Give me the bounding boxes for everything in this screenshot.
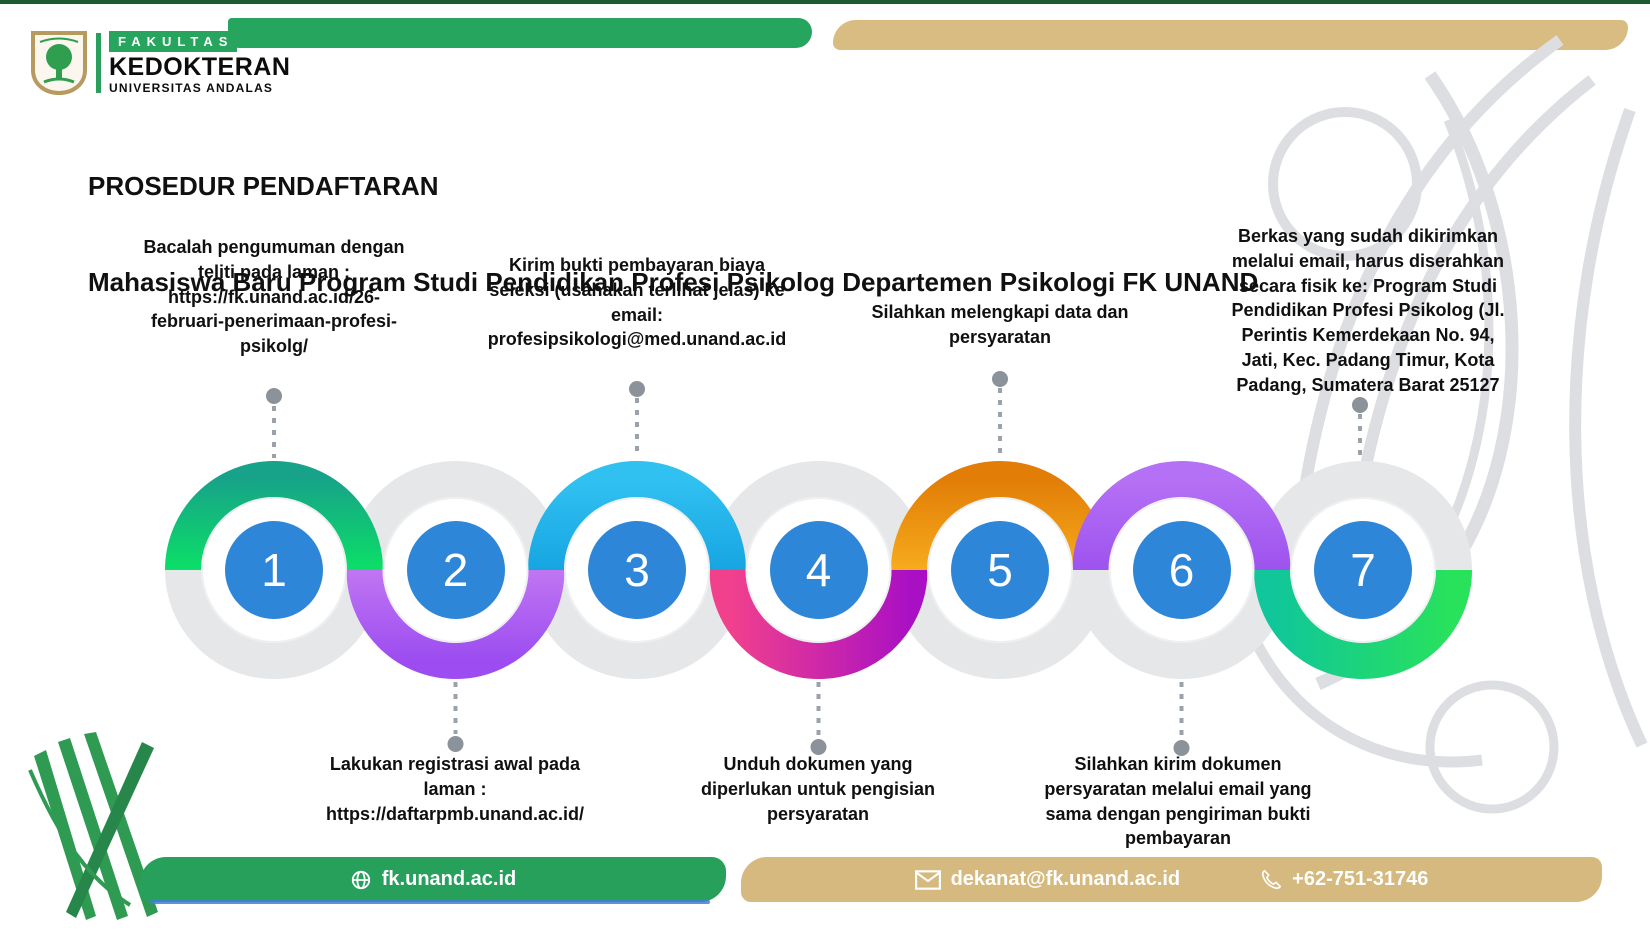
step-6-number-badge: 6 (1132, 521, 1231, 619)
footer-blue-sliver (150, 900, 710, 904)
envelope-icon (914, 869, 941, 890)
logo-divider (96, 33, 101, 93)
footer-website: fk.unand.ac.id (381, 868, 517, 890)
footer-contact-band: dekanat@fk.unand.ac.id +62-751-31746 (741, 857, 1602, 902)
step-1-description: Bacalah pengumuman dengan teliti pada la… (143, 237, 405, 357)
step-7-description: Berkas yang sudah dikirimkan melalui ema… (1231, 226, 1505, 395)
logo-text: FAKULTAS KEDOKTERAN UNIVERSITAS ANDALAS (109, 31, 291, 95)
step-4-description: Unduh dokumen yang diperlukan untuk peng… (700, 754, 936, 824)
faculty-logo: FAKULTAS KEDOKTERAN UNIVERSITAS ANDALAS (30, 30, 290, 96)
step-5-description: Silahkan melengkapi data dan persyaratan (871, 302, 1129, 347)
step-6-description: Silahkan kirim dokumen persyaratan melal… (1044, 754, 1312, 849)
title-line2: Mahasiswa Baru Program Studi Pendidikan … (88, 266, 1259, 297)
step-7-number-badge: 7 (1314, 521, 1412, 619)
logo-kedokteran: KEDOKTERAN (109, 53, 291, 82)
phone-icon (1262, 869, 1282, 889)
title-line1: PROSEDUR PENDAFTARAN (88, 171, 439, 202)
footer-website-band: fk.unand.ac.id (140, 857, 726, 902)
step-2-number-badge: 2 (406, 521, 505, 619)
logo-fakultas: FAKULTAS (109, 31, 238, 53)
header-green-band (228, 18, 812, 48)
university-shield-icon (31, 31, 87, 96)
step-4-number-badge: 4 (769, 521, 868, 619)
header-gold-band (833, 20, 1628, 50)
globe-icon (351, 870, 370, 889)
page-title: PROSEDUR PENDAFTARAN Mahasiswa Baru Prog… (88, 108, 1258, 362)
step-5-number-badge: 5 (951, 521, 1049, 619)
step-2-description: Lakukan registrasi awal pada laman : htt… (325, 754, 585, 824)
footer-phone: +62-751-31746 (1292, 868, 1429, 890)
step-3-description: Kirim bukti pembayaran biaya seleksi (us… (487, 255, 787, 350)
top-accent-bar (0, 0, 1650, 4)
step-1-number-badge: 1 (225, 521, 323, 619)
step-3-number-badge: 3 (588, 521, 686, 619)
footer-email: dekanat@fk.unand.ac.id (950, 868, 1181, 890)
logo-universitas: UNIVERSITAS ANDALAS (109, 80, 274, 95)
